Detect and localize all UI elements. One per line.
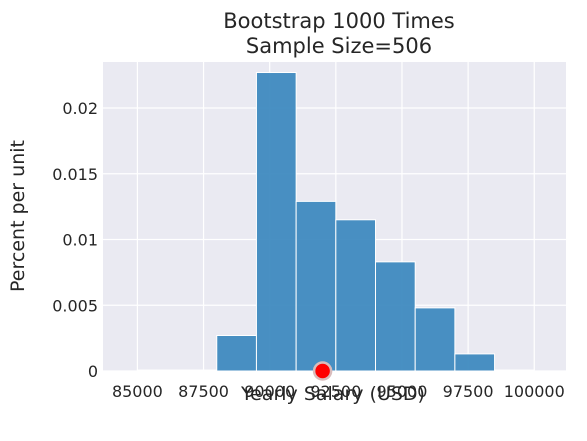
histogram-bar (176, 369, 218, 372)
histogram-bars (136, 72, 535, 372)
y-tick-label: 0 (88, 362, 98, 381)
histogram-bar (454, 353, 496, 372)
x-tick-label: 87500 (178, 382, 229, 401)
x-tick-label: 100000 (504, 382, 565, 401)
histogram-bar (136, 369, 178, 372)
x-tick-label: 92500 (310, 382, 361, 401)
observed-value-marker (312, 361, 333, 381)
histogram-bar (414, 307, 456, 372)
x-tick-label: 90000 (244, 382, 295, 401)
x-tick-labels: 85000 87500 90000 92500 95000 97500 100000 (112, 382, 565, 401)
histogram-bar (494, 369, 535, 372)
histogram-bar (295, 200, 337, 372)
marker-layer (312, 361, 333, 381)
y-tick-label: 0.015 (52, 165, 98, 184)
histogram-bar (375, 261, 416, 372)
histogram-bar (216, 334, 257, 372)
x-axis-label: Yearly Salary (USD) (240, 383, 425, 405)
y-tick-labels: 0 0.005 0.01 0.015 0.02 (52, 99, 98, 381)
y-tick-label: 0.005 (52, 296, 98, 315)
chart-title-line1: Bootstrap 1000 Times (223, 9, 454, 33)
x-tick-label: 85000 (112, 382, 163, 401)
histogram-bar (255, 72, 297, 372)
y-tick-label: 0.01 (62, 231, 98, 250)
chart-title-line2: Sample Size=506 (246, 34, 432, 58)
x-tick-label: 95000 (377, 382, 428, 401)
y-tick-label: 0.02 (62, 99, 98, 118)
y-axis-label: Percent per unit (7, 140, 29, 292)
x-tick-label: 97500 (443, 382, 494, 401)
histogram-bar (335, 219, 377, 372)
